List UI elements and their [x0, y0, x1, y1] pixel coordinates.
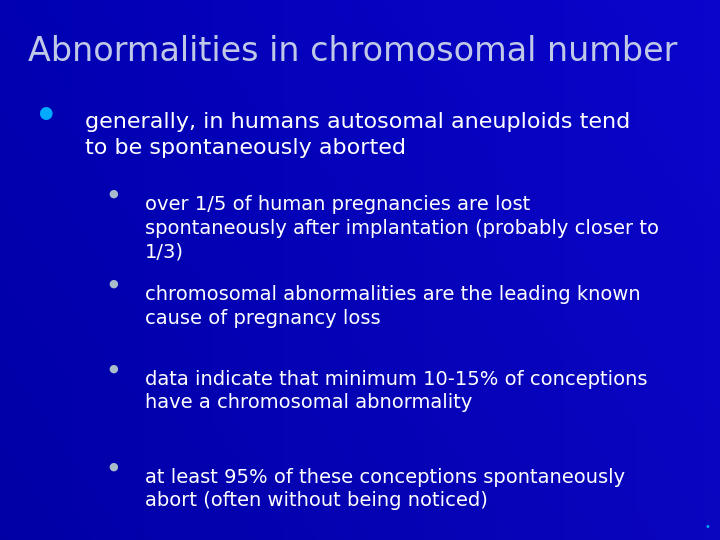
Text: ●: ● [108, 462, 118, 472]
Text: Abnormalities in chromosomal number: Abnormalities in chromosomal number [28, 35, 678, 68]
Text: at least 95% of these conceptions spontaneously
abort (often without being notic: at least 95% of these conceptions sponta… [145, 468, 625, 510]
Text: ●: ● [38, 104, 53, 122]
Text: data indicate that minimum 10-15% of conceptions
have a chromosomal abnormality: data indicate that minimum 10-15% of con… [145, 370, 647, 413]
Text: •: • [704, 522, 710, 532]
Text: generally, in humans autosomal aneuploids tend
to be spontaneously aborted: generally, in humans autosomal aneuploid… [85, 112, 630, 158]
Text: ●: ● [108, 279, 118, 289]
Text: ●: ● [108, 189, 118, 199]
Text: chromosomal abnormalities are the leading known
cause of pregnancy loss: chromosomal abnormalities are the leadin… [145, 285, 641, 327]
Text: over 1/5 of human pregnancies are lost
spontaneously after implantation (probabl: over 1/5 of human pregnancies are lost s… [145, 195, 659, 261]
Text: ●: ● [108, 364, 118, 374]
